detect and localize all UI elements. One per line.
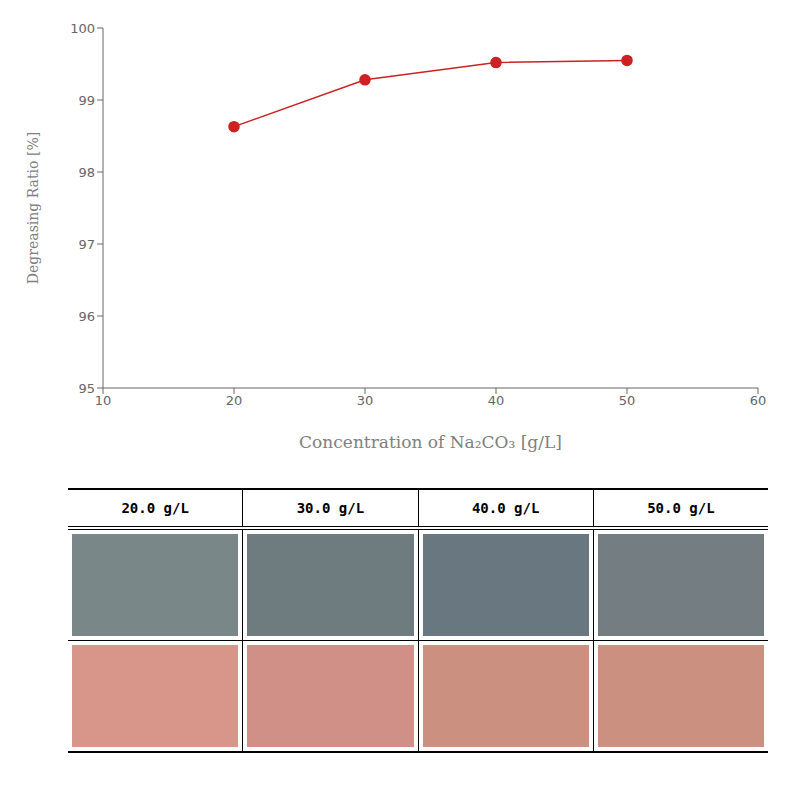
- svg-text:97: 97: [78, 237, 95, 252]
- svg-text:10: 10: [95, 393, 112, 408]
- svg-text:60: 60: [750, 393, 767, 408]
- svg-text:99: 99: [78, 93, 95, 108]
- html-text:30.0 g/L: 30.0 g/L: [296, 500, 365, 516]
- svg-text:30: 30: [357, 393, 374, 408]
- svg-text:95: 95: [78, 381, 95, 396]
- html-text:40.0 g/L: 40.0 g/L: [471, 500, 540, 516]
- svg-text:40: 40: [488, 393, 505, 408]
- svg-text:20: 20: [226, 393, 243, 408]
- svg-text:100: 100: [70, 21, 95, 36]
- svg-text:Degreasing Ratio [%]: Degreasing Ratio [%]: [25, 132, 41, 284]
- svg-text:96: 96: [78, 309, 95, 324]
- svg-text:50: 50: [619, 393, 636, 408]
- svg-text:Concentration of Na₂CO₃ [g/L]: Concentration of Na₂CO₃ [g/L]: [299, 432, 562, 452]
- html-text:20.0 g/L: 20.0 g/L: [121, 500, 189, 516]
- html-text:50.0 g/L: 50.0 g/L: [647, 500, 715, 516]
- svg-text:98: 98: [78, 165, 95, 180]
